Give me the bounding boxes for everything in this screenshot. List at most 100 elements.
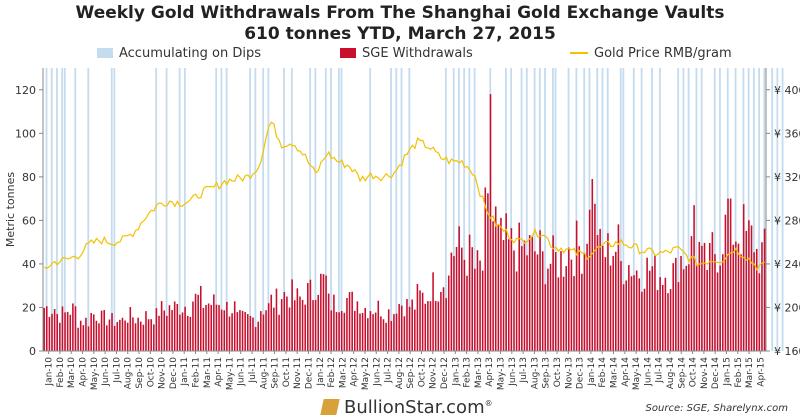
withdrawal-bar (630, 276, 633, 351)
x-tick-label: Jun-10 (101, 357, 111, 387)
withdrawal-bar (675, 257, 677, 351)
withdrawal-bar (236, 312, 239, 351)
chart-subtitle: 610 tonnes YTD, March 27, 2015 (244, 24, 556, 44)
legend-label-dips: Accumulating on Dips (119, 46, 261, 61)
y-tick-label: 100 (15, 127, 36, 140)
withdrawal-bar (416, 283, 419, 351)
withdrawal-bar (753, 252, 755, 351)
withdrawal-bar (758, 273, 761, 351)
withdrawal-bar (390, 320, 393, 351)
withdrawal-bar (304, 304, 306, 351)
dip-band (337, 68, 340, 351)
withdrawal-bar (233, 301, 236, 351)
x-tick-label: Jan-10 (45, 357, 55, 387)
dip-band (632, 68, 635, 351)
withdrawal-bar (761, 242, 763, 351)
x-tick-label: Nov-11 (293, 357, 303, 389)
withdrawal-bar (414, 309, 416, 351)
dip-band (473, 68, 476, 351)
withdrawal-bar (458, 226, 460, 351)
withdrawal-bar (385, 322, 387, 351)
dip-band (183, 68, 186, 351)
dip-band (309, 68, 312, 351)
withdrawal-bar (213, 294, 215, 351)
withdrawal-bar (474, 268, 476, 351)
withdrawal-bar (701, 245, 703, 351)
withdrawal-bar (288, 307, 291, 351)
price-line-group (44, 121, 765, 272)
withdrawal-bar (168, 305, 171, 351)
dip-band (658, 68, 661, 351)
withdrawal-bar (461, 247, 463, 351)
withdrawal-bar (150, 319, 152, 351)
withdrawal-bar (403, 316, 406, 351)
x-tick-label: May-12 (361, 357, 371, 390)
dip-band (56, 68, 58, 351)
withdrawal-bar (685, 265, 688, 351)
withdrawal-bar (648, 270, 651, 351)
x-tick-label: Jan-11 (180, 357, 190, 387)
x-tick-label: Feb-14 (598, 357, 608, 388)
withdrawal-bar (570, 259, 573, 351)
withdrawal-bar (46, 306, 48, 351)
x-tick-label: Apr-11 (214, 357, 224, 387)
dip-band (734, 68, 737, 351)
withdrawal-bar (106, 325, 108, 351)
x-tick-label: Sep-13 (542, 357, 552, 389)
withdrawal-bar (745, 230, 748, 351)
withdrawal-bar (424, 303, 427, 351)
withdrawal-bar (265, 310, 267, 351)
dip-band (640, 68, 643, 351)
x-tick-label: Jan-15 (722, 357, 732, 387)
legend-swatch-withdrawals (340, 48, 356, 58)
x-tick-label: Sep-10 (135, 357, 145, 389)
withdrawal-bar (72, 303, 74, 351)
withdrawal-bar (301, 299, 304, 351)
withdrawal-bar (395, 313, 398, 351)
withdrawal-bar (748, 220, 750, 351)
withdrawal-bar (387, 309, 390, 351)
withdrawal-bar (651, 266, 654, 351)
dip-band (225, 68, 228, 351)
x-tick-label: Jun-13 (508, 357, 518, 387)
withdrawal-bar (194, 293, 197, 351)
withdrawal-bar (672, 263, 674, 351)
dip-band (567, 68, 570, 351)
withdrawal-bar (278, 314, 280, 351)
withdrawal-bar (382, 319, 385, 351)
legend: Accumulating on Dips SGE Withdrawals Gol… (0, 46, 800, 64)
withdrawal-bar (534, 251, 536, 351)
y-axis-label: Metric tonnes (4, 172, 17, 247)
x-tick-label: Feb-12 (327, 357, 337, 388)
withdrawal-bar (199, 285, 202, 351)
legend-item-dips: Accumulating on Dips (97, 46, 261, 61)
withdrawal-bar (727, 198, 729, 351)
withdrawal-bar (547, 268, 549, 351)
dip-band (400, 68, 403, 351)
y-tick-label: 80 (22, 171, 36, 184)
withdrawal-bar (327, 293, 330, 351)
withdrawal-bar (523, 240, 526, 351)
x-tick-label: Jul-13 (519, 357, 529, 384)
x-tick-label: Feb-11 (192, 357, 202, 388)
withdrawal-bar (528, 235, 531, 351)
dip-band (763, 68, 766, 351)
withdrawal-bar (732, 244, 735, 351)
x-tick-label: Dec-14 (711, 357, 721, 389)
withdrawal-bar (283, 292, 286, 351)
withdrawal-bar (622, 284, 625, 351)
withdrawal-bar (176, 304, 179, 351)
withdrawal-bar (714, 254, 716, 351)
withdrawal-bar (270, 294, 273, 351)
dip-band (74, 68, 77, 351)
withdrawal-bar (599, 228, 601, 351)
withdrawal-bar (351, 291, 353, 351)
withdrawal-bar (729, 198, 732, 351)
withdrawal-bar (620, 261, 622, 351)
y-tick-label: 20 (22, 301, 36, 314)
withdrawal-bar (518, 222, 520, 351)
dip-band (554, 68, 557, 351)
withdrawal-bar (463, 259, 466, 351)
brand-registered-mark: ® (484, 399, 493, 408)
x-tick-label: Sep-12 (406, 357, 416, 389)
